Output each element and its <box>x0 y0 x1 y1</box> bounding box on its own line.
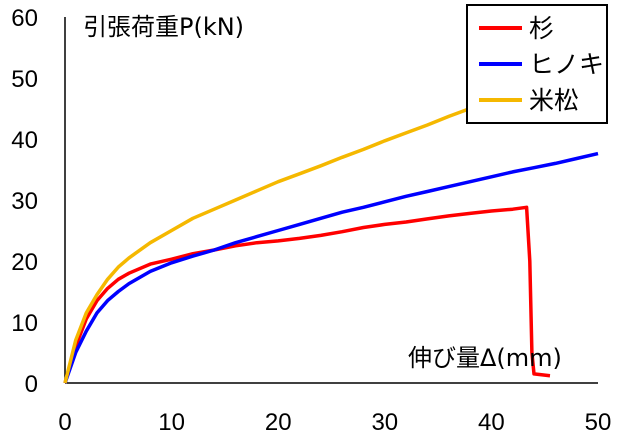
legend: 杉 ヒノキ 米松 <box>466 4 608 124</box>
x-tick-label: 20 <box>265 409 292 436</box>
x-tick-label: 10 <box>158 409 185 436</box>
y-axis-title: 引張荷重P(kN) <box>83 13 244 41</box>
legend-label-sugi: 杉 <box>529 14 554 43</box>
y-tick-label: 30 <box>11 188 38 215</box>
y-tick-label: 0 <box>25 371 38 398</box>
x-axis-ticks: 0 10 20 30 40 50 <box>58 409 611 436</box>
y-tick-label: 20 <box>11 249 38 276</box>
x-tick-label: 50 <box>585 409 612 436</box>
x-tick-label: 0 <box>58 409 71 436</box>
series-line-hinoki <box>63 151 599 384</box>
y-axis-ticks: 0 10 20 30 40 50 60 <box>11 5 38 398</box>
x-tick-label: 40 <box>478 409 505 436</box>
legend-label-beimatsu: 米松 <box>529 86 579 115</box>
y-tick-label: 60 <box>11 5 38 32</box>
y-tick-label: 50 <box>11 66 38 93</box>
axes <box>64 17 598 384</box>
x-axis-title: 伸び量Δ(mm) <box>408 344 562 372</box>
y-tick-label: 10 <box>11 310 38 337</box>
legend-label-hinoki: ヒノキ <box>529 50 604 79</box>
x-tick-label: 30 <box>371 409 398 436</box>
series-line-sugi <box>63 205 551 384</box>
y-tick-label: 40 <box>11 127 38 154</box>
